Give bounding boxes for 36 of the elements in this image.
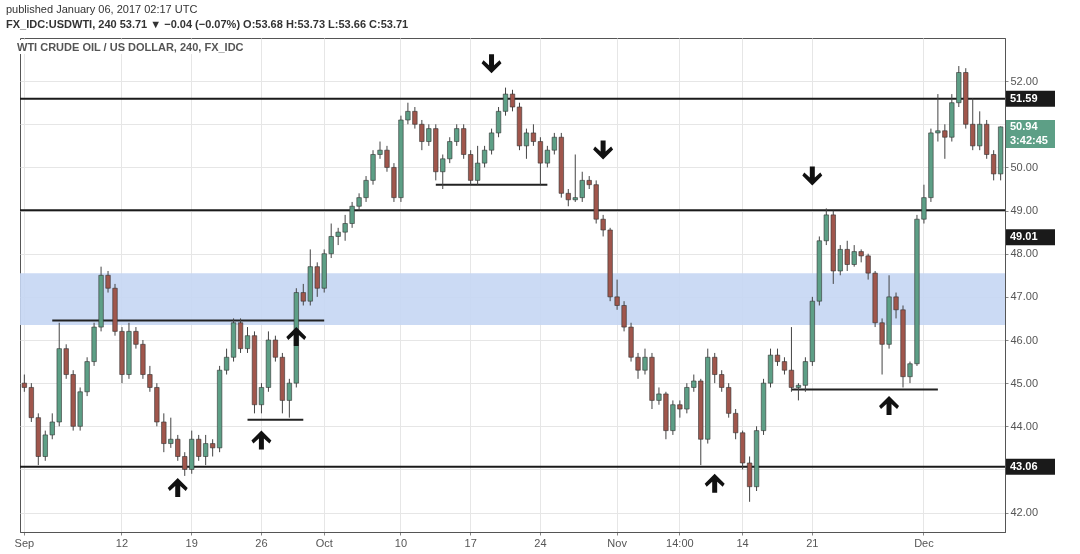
candlestick [502, 87, 509, 117]
candlestick [258, 382, 265, 414]
y-tick-label: 42.00 [1010, 506, 1039, 519]
x-tick-label: 14 [736, 536, 749, 549]
candlestick [244, 326, 251, 354]
ref-line-label: 49.01 [1010, 230, 1038, 243]
candlestick [509, 89, 516, 112]
x-tick-label: 21 [806, 536, 819, 549]
text: FX_IDC:USDWTI, 240 53.71 ▼ −0.04 (−0.07%) O:53.68 H:53.73 L:53.66 C:53.71 [6, 17, 410, 32]
y-tick-label: 46.00 [1010, 333, 1039, 346]
y-tick-label: 45.00 [1010, 376, 1039, 389]
y-tick-label: 52.00 [1010, 74, 1039, 87]
text: 3:42:45 [1010, 133, 1048, 146]
text: published January 06, 2017 02:17 UTC [6, 2, 199, 17]
y-tick-label: 49.00 [1010, 204, 1039, 217]
ref-line-label: 43.06 [1010, 459, 1038, 472]
x-tick-label: Dec [914, 536, 935, 549]
y-tick-label: 50.00 [1010, 160, 1039, 173]
y-tick-label: 48.00 [1010, 247, 1039, 260]
x-tick-label: 26 [255, 536, 268, 549]
x-tick-label: 12 [115, 536, 129, 549]
candlestick [495, 106, 502, 138]
x-tick-label: 14:00 [666, 536, 694, 549]
x-tick-label: 17 [464, 536, 477, 549]
ref-line-label: 51.59 [1010, 91, 1038, 104]
y-tick-label: 44.00 [1010, 419, 1039, 432]
text: 50.94 [1010, 119, 1039, 132]
x-tick-label: 24 [534, 536, 547, 549]
x-tick-label: 19 [185, 536, 198, 549]
x-tick-label: Oct [315, 536, 333, 549]
x-tick-label: Sep [14, 536, 35, 549]
chart-title: WTI CRUDE OIL / US DOLLAR, 240, FX_IDC [14, 40, 247, 54]
x-tick-label: Nov [607, 536, 628, 549]
candlestick [523, 128, 530, 160]
x-tick-label: 10 [394, 536, 408, 549]
y-tick-label: 47.00 [1010, 290, 1039, 303]
